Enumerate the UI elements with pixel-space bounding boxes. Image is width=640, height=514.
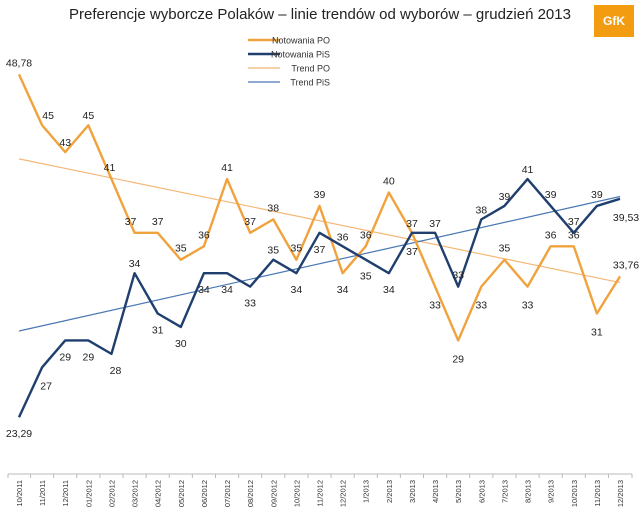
series-po-line: [17, 73, 622, 342]
data-label-po: 36: [568, 229, 580, 241]
x-tick-label: 1/2013: [362, 480, 371, 503]
legend-label: Notowania PiS: [271, 50, 330, 60]
data-label-pis: 34: [383, 284, 395, 296]
data-label-po: 39: [314, 189, 326, 201]
data-label-po: 40: [383, 175, 395, 187]
legend-label: Notowania PO: [272, 36, 330, 46]
data-label-po: 37: [152, 216, 164, 228]
gfk-logo: GfK: [594, 5, 634, 37]
x-tick-label: 11/2013: [593, 480, 602, 507]
data-label-po: 36: [545, 229, 557, 241]
x-tick-label: 7/2013: [500, 480, 509, 503]
data-label-pis: 33: [244, 298, 256, 310]
x-tick-label: 11/2012: [316, 480, 325, 507]
data-label-po: 35: [499, 243, 511, 255]
data-label-pis: 29: [59, 351, 71, 363]
x-tick-label: 10/2012: [292, 480, 301, 507]
data-label-pis: 27: [40, 380, 52, 392]
series-pis-line: [17, 177, 621, 418]
data-label-pis: 37: [314, 244, 326, 256]
x-tick-label: 05/2012: [177, 480, 186, 507]
data-label-pis: 35: [360, 271, 372, 283]
data-label-po: 41: [104, 162, 116, 174]
data-label-pis: 37: [406, 218, 418, 230]
data-label-po: 31: [591, 327, 603, 339]
data-label-po: 34: [337, 284, 349, 296]
data-label-po: 33,76: [613, 259, 639, 271]
data-label-pis: 34: [291, 284, 303, 296]
data-label-po: 33: [475, 300, 487, 312]
trend-pis-line: [18, 195, 621, 332]
x-tick-label: 07/2012: [223, 480, 232, 507]
legend-label: Trend PO: [291, 64, 330, 74]
x-tick-label: 9/2013: [547, 480, 556, 503]
data-label-po: 41: [221, 162, 233, 174]
legend-label: Trend PiS: [290, 78, 330, 88]
data-label-po: 36: [360, 229, 372, 241]
data-label-po: 37: [125, 216, 137, 228]
data-label-pis: 34: [221, 284, 233, 296]
x-tick-label: 08/2012: [246, 480, 255, 507]
data-label-pis: 29: [83, 351, 95, 363]
x-tick-label: 3/2013: [408, 480, 417, 503]
data-label-po: 48,78: [6, 57, 32, 69]
x-tick-label: 12/2011: [61, 480, 70, 507]
data-label-po: 45: [42, 110, 54, 122]
x-tick-label: 12/2012: [339, 480, 348, 507]
x-tick-label: 10/2013: [570, 480, 579, 507]
x-tick-label: 01/2012: [84, 480, 93, 507]
data-label-pis: 34: [129, 258, 141, 270]
data-label-po: 37: [244, 216, 256, 228]
data-label-pis: 35: [267, 245, 279, 257]
data-label-pis: 39: [545, 189, 557, 201]
x-tick-label: 10/2011: [15, 480, 24, 507]
x-tick-label: 12/2013: [616, 480, 625, 507]
data-label-pis: 31: [152, 325, 164, 337]
x-tick-label: 8/2013: [524, 480, 533, 503]
data-label-pis: 39,53: [613, 212, 639, 224]
data-label-pis: 38: [475, 204, 487, 216]
x-tick-label: 09/2012: [269, 480, 278, 507]
data-label-pis: 30: [175, 338, 187, 350]
x-tick-label: 11/2011: [38, 480, 47, 506]
x-tick-label: 4/2013: [431, 480, 440, 503]
data-label-po: 37: [406, 246, 418, 258]
data-label-pis: 34: [198, 284, 210, 296]
x-tick-label: 03/2012: [131, 480, 140, 507]
data-label-pis: 39: [499, 191, 511, 203]
data-label-po: 45: [83, 110, 95, 122]
data-label-pis: 37: [568, 216, 580, 228]
x-tick-label: 02/2012: [107, 480, 116, 507]
data-label-pis: 37: [429, 218, 441, 230]
x-tick-label: 2/2013: [385, 480, 394, 503]
x-tick-label: 06/2012: [200, 480, 209, 507]
chart-title: Preferencje wyborcze Polaków – linie tre…: [69, 6, 571, 23]
data-label-po: 33: [522, 300, 534, 312]
data-label-po: 35: [291, 243, 303, 255]
data-label-po: 35: [175, 243, 187, 255]
x-tick-label: 5/2013: [454, 480, 463, 503]
x-tick-label: 6/2013: [477, 480, 486, 503]
data-label-po: 29: [452, 353, 464, 365]
data-label-pis: 41: [522, 164, 534, 176]
data-label-pis: 36: [337, 231, 349, 243]
data-label-pis: 28: [110, 365, 122, 377]
data-label-pis: 39: [591, 189, 603, 201]
data-label-po: 38: [267, 202, 279, 214]
data-label-po: 36: [198, 229, 210, 241]
trend-po-line: [18, 158, 621, 284]
data-label-pis: 23,29: [6, 428, 32, 440]
data-label-po: 33: [429, 300, 441, 312]
x-tick-label: 04/2012: [154, 480, 163, 507]
data-label-po: 43: [59, 137, 71, 149]
data-label-pis: 33: [452, 270, 464, 282]
